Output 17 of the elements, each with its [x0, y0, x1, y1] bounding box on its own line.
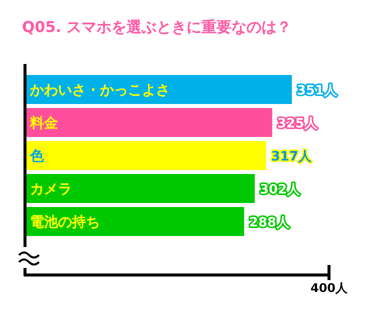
data-label: 351人 [296, 84, 338, 98]
bar [26, 174, 255, 203]
bar [26, 207, 244, 236]
data-label: 288人 [249, 216, 290, 230]
data-label: 317人 [271, 150, 312, 164]
y-tick-label: 色 [29, 148, 45, 164]
chart-title: Q05. スマホを選ぶときに重要なのは？ [22, 18, 292, 36]
y-tick-label: カメラ [30, 182, 72, 198]
y-tick-label: 料金 [29, 116, 59, 132]
bar [26, 108, 272, 137]
y-tick-label: かわいさ・かっこよさ [29, 82, 170, 98]
bar [26, 141, 266, 170]
data-label: 325人 [277, 116, 318, 132]
bar [26, 75, 292, 104]
data-label: 302人 [260, 182, 301, 198]
x-tick-label: 400人 [310, 281, 349, 295]
y-tick-label: 電池の持ち [30, 214, 100, 230]
